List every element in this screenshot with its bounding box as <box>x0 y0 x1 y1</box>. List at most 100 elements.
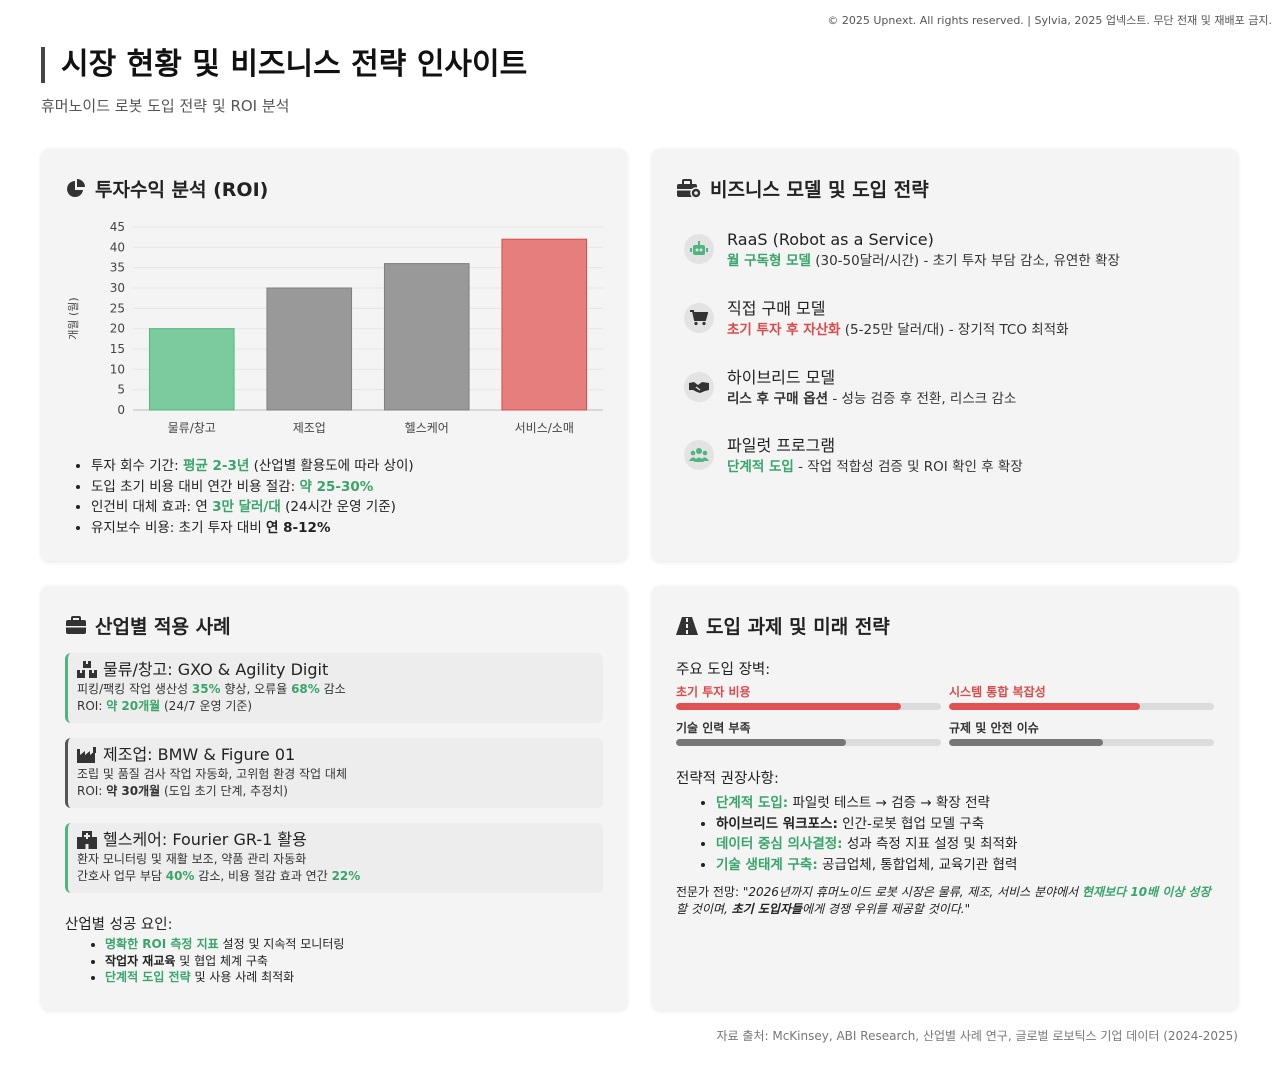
business-model-desc: 단계적 도입 - 작업 적합성 검증 및 ROI 확인 후 확장 <box>727 459 1023 475</box>
challenges-card-title: 도입 과제 및 미래 전략 <box>676 612 890 639</box>
business-model-card: 비즈니스 모델 및 도입 전략 RaaS (Robot as a Service… <box>652 149 1238 561</box>
bar-물류/창고 <box>148 328 235 411</box>
challenges-card: 도입 과제 및 미래 전략 주요 도입 장벽: 초기 투자 비용 시스템 통합 … <box>652 586 1238 1010</box>
case-logistics: 물류/창고: GXO & Agility Digit 피킹/팩킹 작업 생산성 … <box>65 653 603 723</box>
y-tick-label: 40 <box>110 240 125 254</box>
barrier-bar <box>676 703 941 710</box>
roi-bar-chart: 0 5 10 15 20 25 30 35 40 45 물류/창고 제조업 헬스케어 서비스/소매 개월 (… <box>67 220 603 435</box>
barrier-fill <box>676 739 846 746</box>
hospital-icon <box>77 831 97 849</box>
business-model-direct-purchase: 직접 구매 모델 초기 투자 후 자산화 (5-25만 달러/대) - 장기적 … <box>684 298 1069 341</box>
business-card-title: 비즈니스 모델 및 도입 전략 <box>676 175 929 202</box>
bar-헬스케어 <box>383 263 470 411</box>
barrier-bar <box>676 739 941 746</box>
x-tick-label: 제조업 <box>293 421 326 435</box>
briefcase-gear-icon <box>677 178 702 199</box>
case-manufacturing: 제조업: BMW & Figure 01 조립 및 품질 검사 작업 자동화, … <box>65 738 603 808</box>
list-item: 기술 생태계 구축: 공급업체, 통합업체, 교육기관 협력 <box>716 855 1017 876</box>
handshake-icon <box>684 372 714 402</box>
y-tick-label: 45 <box>110 220 125 234</box>
list-item: 도입 초기 비용 대비 연간 비용 절감: 약 25-30% <box>91 477 414 498</box>
roi-title-text: 투자수익 분석 (ROI) <box>95 179 269 201</box>
barrier-label: 시스템 통합 복잡성 <box>949 685 1046 699</box>
list-item: 인건비 대체 효과: 연 3만 달러/대 (24시간 운영 기준) <box>91 497 414 518</box>
challenges-title-text: 도입 과제 및 미래 전략 <box>706 616 890 638</box>
business-model-pilot: 파일럿 프로그램 단계적 도입 - 작업 적합성 검증 및 ROI 확인 후 확… <box>684 435 1023 478</box>
barrier-fill <box>949 703 1140 710</box>
case-name: 헬스케어: Fourier GR-1 활용 <box>103 830 307 849</box>
cases-card-title: 산업별 적용 사례 <box>65 612 231 639</box>
y-tick-label: 25 <box>110 301 125 315</box>
page-subtitle: 휴머노이드 로봇 도입 전략 및 ROI 분석 <box>41 97 290 115</box>
source-note: 자료 출처: McKinsey, ABI Research, 산업별 사례 연구… <box>716 1029 1238 1043</box>
bar-제조업 <box>266 287 353 411</box>
page-title: 시장 현황 및 비즈니스 전략 인사이트 <box>61 47 528 82</box>
case-detail: 피킹/팩킹 작업 생산성 35% 향상, 오류율 68% 감소 <box>77 682 346 696</box>
barrier-label: 규제 및 안전 이슈 <box>949 721 1039 735</box>
briefcase-icon <box>66 616 86 634</box>
business-model-name: RaaS (Robot as a Service) <box>727 230 934 249</box>
road-icon <box>676 616 698 635</box>
y-tick-label: 20 <box>110 322 125 336</box>
business-model-desc: 초기 투자 후 자산화 (5-25만 달러/대) - 장기적 TCO 최적화 <box>727 322 1069 338</box>
strategy-heading: 전략적 권장사항: <box>676 771 779 787</box>
list-item: 작업자 재교육 및 협업 체계 구축 <box>105 953 344 970</box>
expert-outlook: 전문가 전망: "2026년까지 휴머노이드 로봇 시장은 물류, 제조, 서비… <box>676 885 1211 916</box>
copyright-notice: © 2025 Upnext. All rights reserved. | Sy… <box>827 14 1272 27</box>
barrier-label: 초기 투자 비용 <box>676 685 751 699</box>
page-title-block: 시장 현황 및 비즈니스 전략 인사이트 <box>41 47 527 83</box>
barrier-bar <box>949 739 1214 746</box>
y-axis-label: 개월 (월) <box>67 297 80 339</box>
pie-chart-icon <box>67 178 85 197</box>
y-tick-label: 15 <box>110 342 125 356</box>
barrier-label: 기술 인력 부족 <box>676 721 751 735</box>
list-item: 유지보수 비용: 초기 투자 대비 연 8-12% <box>91 518 414 539</box>
business-model-desc: 월 구독형 모델 (30-50달러/시간) - 초기 투자 부담 감소, 유연한… <box>727 253 1120 269</box>
barriers-heading: 주요 도입 장벽: <box>676 662 771 678</box>
case-name: 제조업: BMW & Figure 01 <box>103 745 296 764</box>
robot-icon <box>684 234 714 264</box>
case-detail: 조립 및 품질 검사 작업 자동화, 고위험 환경 작업 대체 <box>77 767 347 781</box>
users-icon <box>684 440 714 470</box>
case-healthcare: 헬스케어: Fourier GR-1 활용 환자 모니터링 및 재활 보조, 약… <box>65 823 603 893</box>
bar-서비스/소매 <box>501 238 588 411</box>
case-roi: ROI: 약 30개월 (도입 초기 단계, 추정치) <box>77 783 288 798</box>
success-factors-heading: 산업별 성공 요인: <box>65 917 173 933</box>
strategy-list: 단계적 도입: 파일럿 테스트 → 검증 → 확장 전략 하이브리드 워크포스:… <box>696 793 1017 875</box>
list-item: 데이터 중심 의사결정: 성과 측정 지표 설정 및 최적화 <box>716 834 1017 855</box>
list-item: 명확한 ROI 측정 지표 설정 및 지속적 모니터링 <box>105 936 344 953</box>
business-model-name: 하이브리드 모델 <box>727 368 836 387</box>
x-tick-label: 헬스케어 <box>405 421 449 435</box>
x-tick-label: 서비스/소매 <box>515 421 574 435</box>
barrier-bar <box>949 703 1214 710</box>
list-item: 투자 회수 기간: 평균 2-3년 (산업별 활용도에 따라 상이) <box>91 456 414 477</box>
business-model-raas: RaaS (Robot as a Service) 월 구독형 모델 (30-5… <box>684 229 1120 272</box>
business-title-text: 비즈니스 모델 및 도입 전략 <box>710 179 929 201</box>
business-model-desc: 리스 후 구매 옵션 - 성능 검증 후 전환, 리스크 감소 <box>727 391 1017 407</box>
barrier-fill <box>949 739 1103 746</box>
y-tick-label: 35 <box>110 261 125 275</box>
roi-card: 투자수익 분석 (ROI) 0 5 10 15 20 25 30 35 40 45 물류/창고 제조업… <box>41 149 627 561</box>
list-item: 단계적 도입: 파일럿 테스트 → 검증 → 확장 전략 <box>716 793 1017 814</box>
barrier-fill <box>676 703 902 710</box>
y-tick-label: 0 <box>117 403 125 417</box>
warehouse-icon <box>77 661 97 678</box>
case-roi: ROI: 약 20개월 (24/7 운영 기준) <box>77 698 253 713</box>
factory-icon <box>77 747 96 763</box>
case-roi: 간호사 업무 부담 40% 감소, 비용 절감 효과 연간 22% <box>77 868 361 883</box>
case-name: 물류/창고: GXO & Agility Digit <box>103 660 329 679</box>
list-item: 단계적 도입 전략 및 사용 사례 최적화 <box>105 969 344 986</box>
roi-bullet-list: 투자 회수 기간: 평균 2-3년 (산업별 활용도에 따라 상이) 도입 초기… <box>71 456 414 538</box>
cart-icon <box>684 303 714 333</box>
business-model-name: 직접 구매 모델 <box>727 299 826 318</box>
list-item: 하이브리드 워크포스: 인간-로봇 협업 모델 구축 <box>716 814 1017 835</box>
case-detail: 환자 모니터링 및 재활 보조, 약품 관리 자동화 <box>77 852 307 866</box>
y-tick-label: 30 <box>110 281 125 295</box>
business-model-name: 파일럿 프로그램 <box>727 436 836 455</box>
business-model-hybrid: 하이브리드 모델 리스 후 구매 옵션 - 성능 검증 후 전환, 리스크 감소 <box>684 367 1016 410</box>
y-tick-label: 5 <box>117 383 125 397</box>
roi-card-title: 투자수익 분석 (ROI) <box>65 175 268 202</box>
industry-cases-card: 산업별 적용 사례 물류/창고: GXO & Agility Digit 피킹/… <box>41 586 627 1010</box>
cases-title-text: 산업별 적용 사례 <box>95 616 231 638</box>
y-tick-label: 10 <box>110 362 125 376</box>
